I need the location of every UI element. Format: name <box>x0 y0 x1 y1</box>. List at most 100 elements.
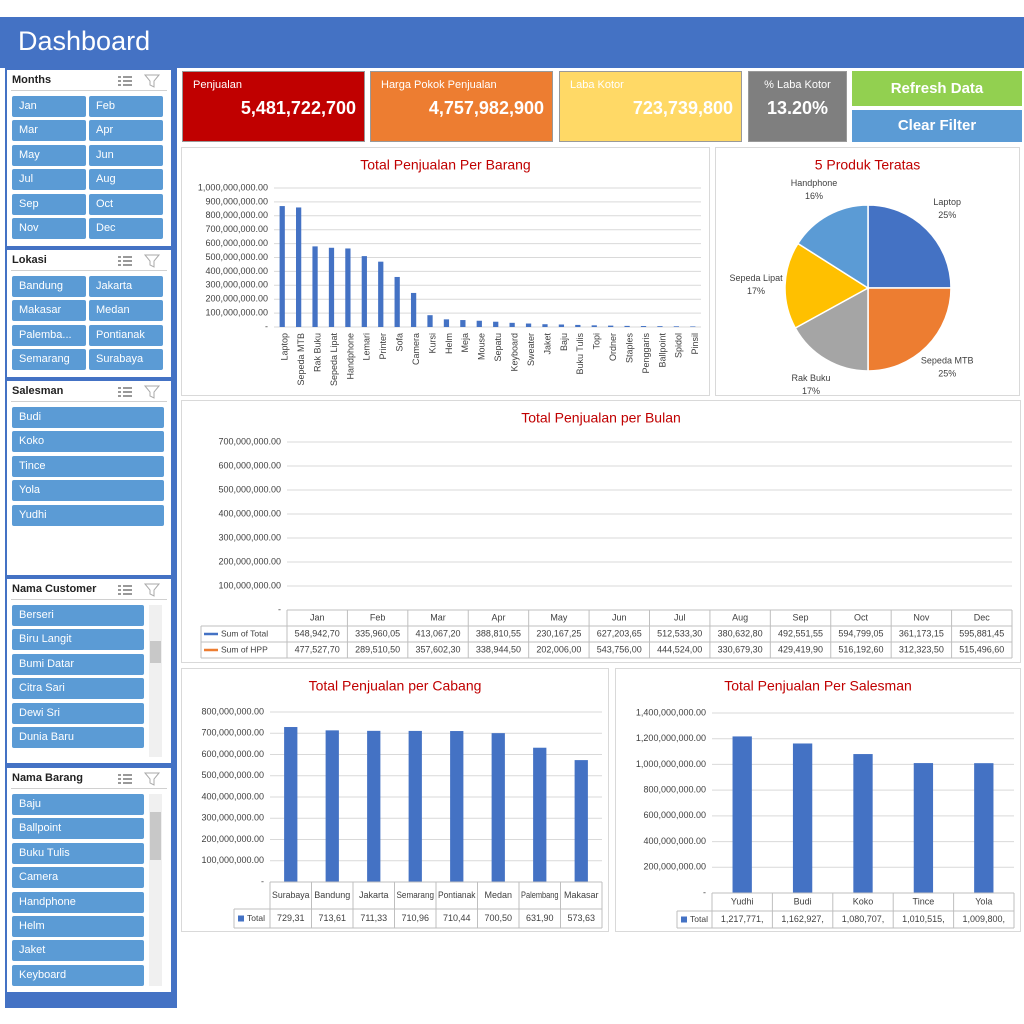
slicer-icons[interactable] <box>117 253 167 269</box>
action-button[interactable]: Refresh Data <box>852 71 1022 106</box>
slicer-item[interactable]: Helm <box>12 916 144 937</box>
bar <box>328 247 335 327</box>
chart-panel: Total Penjualan Per Barang - 100,000,000.0… <box>181 147 710 396</box>
slicer-item[interactable]: Yola <box>12 480 164 502</box>
slicer-item[interactable]: Keyboard <box>12 964 144 986</box>
slicer-item[interactable]: Nov <box>12 218 86 239</box>
pie-label: Sepeda Lipat <box>730 273 784 283</box>
y-tick-label: 600,000,000.00 <box>643 810 706 820</box>
kpi-card: % Laba Kotor 13.20% <box>748 71 847 142</box>
pie-label: Handphone <box>791 178 838 188</box>
slicer-item[interactable]: Medan <box>89 300 163 322</box>
x-tick-label: Jaket <box>542 333 552 355</box>
data-label: 1,080,707, <box>842 914 885 924</box>
chart-panel: 5 Produk Teratas Laptop 25% Sepeda MTB 25% Ra… <box>715 147 1020 396</box>
slicer-item[interactable]: Jun <box>89 144 163 166</box>
slicer-icons[interactable] <box>117 384 167 400</box>
bar <box>345 248 351 327</box>
slicer-item[interactable]: Buku Tulis <box>12 842 144 864</box>
bar <box>608 325 614 327</box>
slicer-item[interactable]: Feb <box>89 96 163 117</box>
slicer-item[interactable]: Koko <box>12 431 164 453</box>
kpi-value: 723,739,800 <box>632 98 733 118</box>
slicer-icons[interactable] <box>117 73 167 89</box>
slicer-item[interactable]: Dunia Baru <box>12 727 144 748</box>
pie-slice <box>794 286 869 372</box>
slicer-item[interactable]: Dec <box>89 218 163 239</box>
bar <box>378 261 384 327</box>
slicer-item[interactable]: Tince <box>12 455 164 477</box>
slicer-icons[interactable] <box>117 771 167 787</box>
x-tick-label: Ballpoint <box>657 333 667 368</box>
x-tick-label: Jakarta <box>359 890 389 900</box>
slicer-item[interactable]: Surabaya <box>89 349 163 371</box>
slicer-item[interactable]: Biru Langit <box>12 629 144 651</box>
bar <box>450 731 464 882</box>
slicer-item[interactable]: Berseri <box>12 605 144 626</box>
kpi-label: Penjualan <box>193 79 242 91</box>
slicer-item[interactable]: Bandung <box>12 276 86 297</box>
data-label: 492,551,55 <box>778 628 823 638</box>
slicer-item[interactable]: Jakarta <box>89 276 163 297</box>
x-tick-label: Pontianak <box>438 890 476 900</box>
slicer-item[interactable]: Jul <box>12 169 86 191</box>
y-tick-label: 800,000,000.00 <box>205 210 268 220</box>
x-tick-label: Jun <box>612 612 627 622</box>
slicer-title: Lokasi <box>12 254 47 266</box>
action-button[interactable]: Clear Filter <box>852 110 1022 142</box>
bar <box>657 326 663 327</box>
slicer-panel: Salesman Budi Koko Tince Yola Yudhi <box>7 381 171 575</box>
x-tick-label: Pinsil <box>690 333 700 355</box>
bar <box>913 763 934 893</box>
slicer-item[interactable]: Makasar <box>12 300 86 322</box>
scrollbar-track[interactable] <box>149 605 162 757</box>
y-tick-label: 500,000,000.00 <box>205 252 268 262</box>
header-title: Dashboard <box>18 26 151 56</box>
slicer-item[interactable]: Camera <box>12 867 144 889</box>
bar <box>408 730 422 882</box>
data-label: 710,44 <box>443 913 471 923</box>
bar <box>476 320 482 327</box>
x-tick-label: Aug <box>732 612 748 622</box>
slicer-item[interactable]: Yudhi <box>12 504 164 526</box>
chart: Total Penjualan per Cabang - 100,000,000.0… <box>201 678 603 929</box>
slicer-item[interactable]: Budi <box>12 407 164 428</box>
data-label: 595,881,45 <box>959 628 1004 638</box>
scrollbar-thumb[interactable] <box>150 641 161 663</box>
slicer-item[interactable]: Citra Sari <box>12 678 144 700</box>
data-label: 330,679,30 <box>718 644 763 654</box>
data-label: 713,61 <box>318 913 346 923</box>
x-tick-label: Laptop <box>280 333 290 361</box>
y-tick-label: - <box>703 887 706 897</box>
slicer-item[interactable]: Sep <box>12 193 86 215</box>
y-tick-label: 300,000,000.00 <box>201 813 264 823</box>
slicer-item[interactable]: Oct <box>89 193 163 215</box>
scrollbar-thumb[interactable] <box>150 812 161 860</box>
chart-title: Total Penjualan per Cabang <box>309 678 482 694</box>
x-tick-label: Penggaris <box>641 333 651 374</box>
slicer-item[interactable]: Dewi Sri <box>12 702 144 724</box>
slicer-panel: Nama Customer Berseri Biru Langit Bumi Data… <box>7 579 171 763</box>
bar <box>491 733 505 882</box>
slicer-item[interactable]: May <box>12 144 86 166</box>
slicer-item[interactable]: Jan <box>12 96 86 117</box>
slicer-item[interactable]: Palemba... <box>12 324 86 346</box>
y-tick-label: 1,200,000,000.00 <box>636 733 706 743</box>
data-label: 444,524,00 <box>657 644 702 654</box>
slicer-item[interactable]: Baju <box>12 794 144 815</box>
slicer-item[interactable]: Semarang <box>12 349 86 371</box>
slicer-item[interactable]: Aug <box>89 169 163 191</box>
slicer-item[interactable]: Jaket <box>12 940 144 962</box>
slicer-item[interactable]: Handphone <box>12 891 144 913</box>
slicer-panel: Lokasi Bandung Jakarta Makasar Medan Palemba.… <box>7 250 171 377</box>
slicer-item[interactable]: Pontianak <box>89 324 163 346</box>
slicer-item[interactable]: Apr <box>89 120 163 142</box>
slicer-icons[interactable] <box>117 582 167 598</box>
data-label: 230,167,25 <box>536 628 581 638</box>
slicer-item[interactable]: Mar <box>12 120 86 142</box>
clear-filter-icon <box>143 772 161 786</box>
pie-value-label: 17% <box>802 386 820 395</box>
bar <box>575 324 581 327</box>
slicer-item[interactable]: Ballpoint <box>12 818 144 840</box>
slicer-item[interactable]: Bumi Datar <box>12 653 144 675</box>
